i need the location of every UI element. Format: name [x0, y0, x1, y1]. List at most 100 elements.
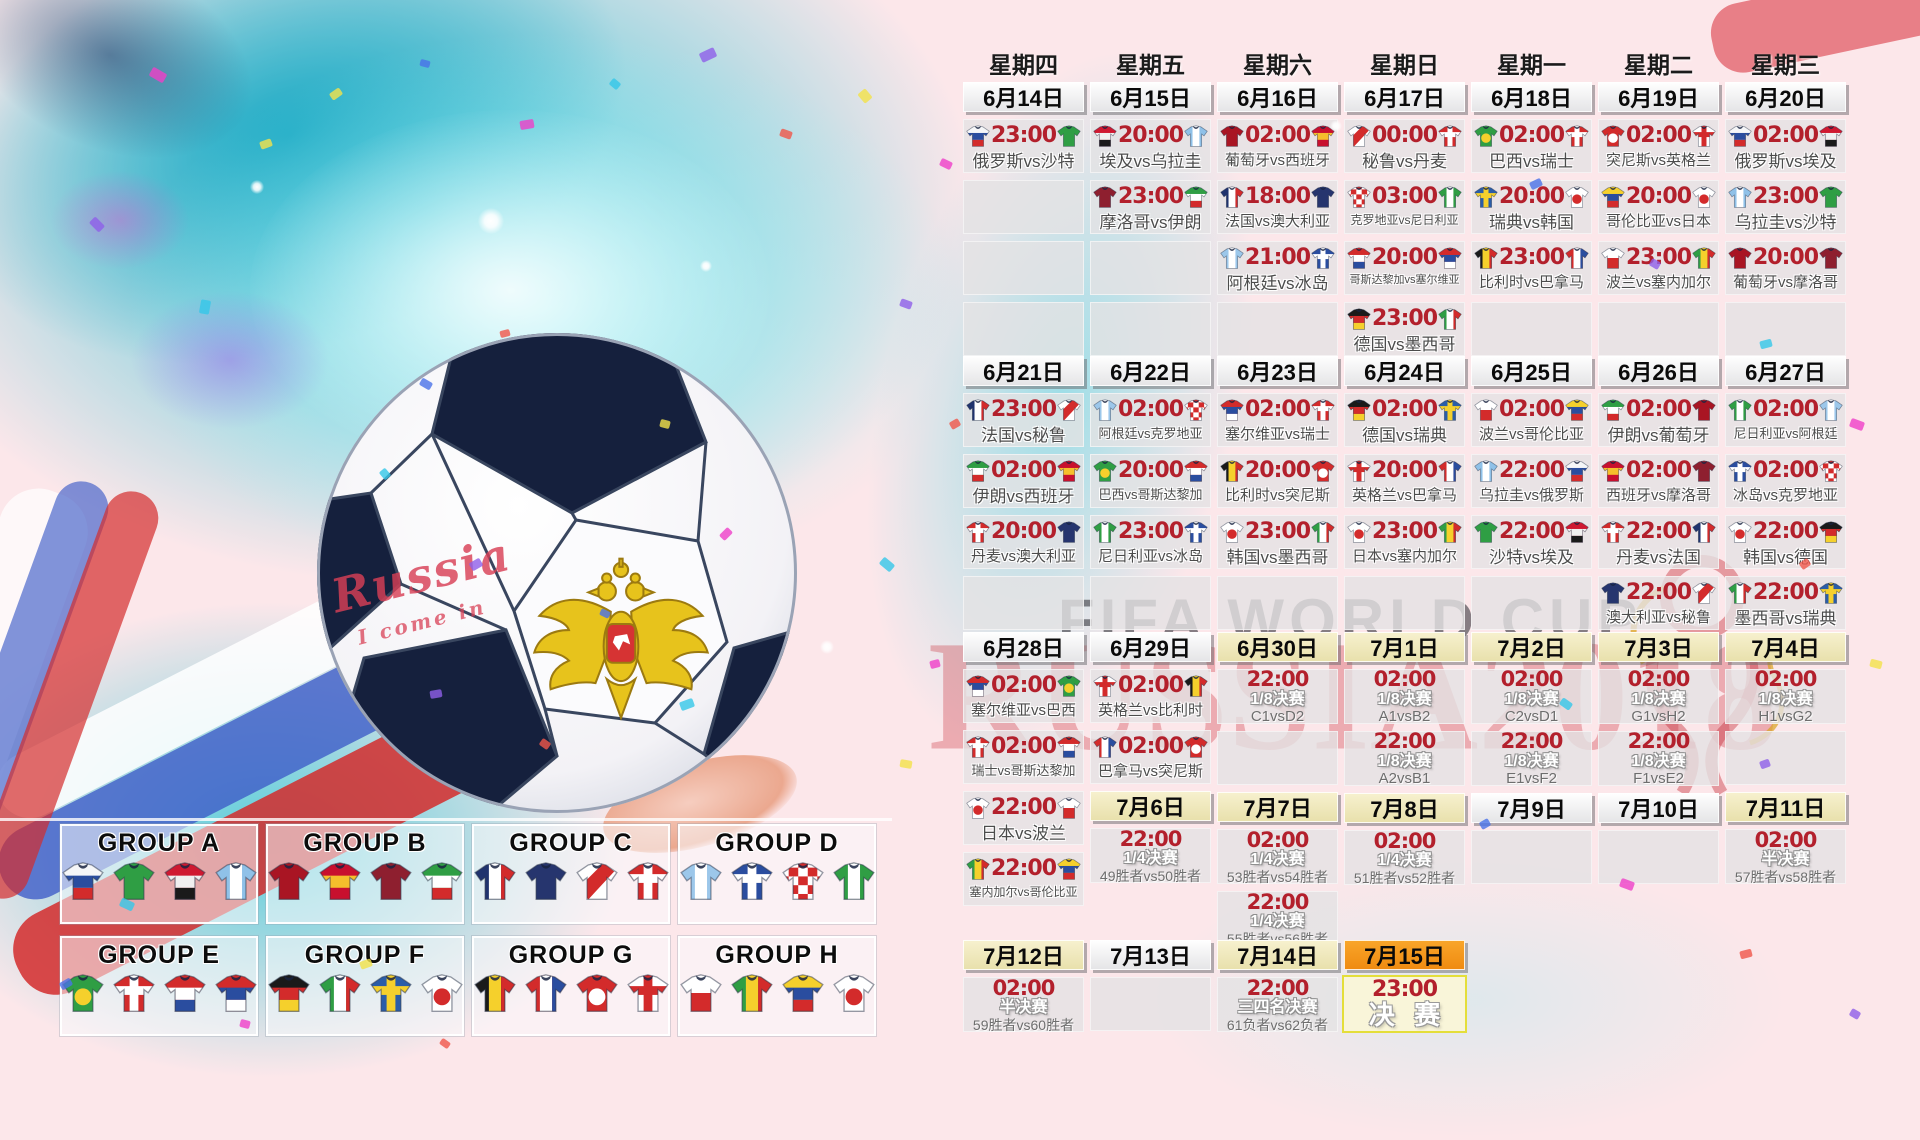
team-jersey-icon: [1692, 186, 1716, 208]
matchup-label: 51胜者vs52胜者: [1353, 869, 1456, 886]
group-box: GROUP B: [266, 824, 464, 924]
group-title: GROUP A: [97, 829, 221, 857]
team-jersey-icon: [781, 974, 824, 1012]
match-row: 20:00: [1344, 241, 1465, 273]
match-cell: 00:00 秘鲁vs丹麦: [1344, 119, 1465, 173]
matchup-label: 55胜者vs56胜者: [1226, 930, 1329, 947]
knockout-cell: 22:00 三四名决赛 61负者vs62负者: [1217, 976, 1338, 1033]
final-match-cell: 23:00 决 赛: [1344, 977, 1465, 1031]
confetti-piece: [1848, 1008, 1862, 1020]
team-jersey-icon: [473, 974, 516, 1012]
confetti-piece: [118, 897, 136, 912]
team-jersey-icon: [1474, 521, 1498, 543]
confetti-piece: [608, 77, 622, 91]
team-jersey-icon: [730, 862, 773, 900]
match-row: 20:00: [1725, 241, 1846, 273]
match-teams-label: 德国vs墨西哥: [1353, 335, 1456, 354]
team-jersey-icon: [1819, 399, 1843, 421]
match-cell: 20:00 丹麦vs澳大利亚: [963, 515, 1084, 569]
match-teams-label: 法国vs秘鲁: [981, 426, 1066, 445]
match-cell: 23:00 俄罗斯vs沙特: [963, 119, 1084, 173]
empty-cell: [1090, 241, 1211, 295]
team-jersey-icon: [1184, 399, 1208, 421]
match-row: 20:00: [1217, 454, 1338, 486]
team-jersey-icon: [1347, 521, 1371, 543]
match-row: 22:00: [1471, 454, 1592, 486]
team-jersey-icon: [163, 862, 206, 900]
match-cell: 02:00 巴西vs瑞士: [1471, 119, 1592, 173]
sparkle-glint: [700, 260, 712, 272]
match-teams-label: 乌拉圭vs沙特: [1734, 213, 1837, 232]
match-time: 23:00: [1371, 519, 1438, 544]
team-jersey-icon: [1692, 521, 1716, 543]
knockout-cell: 02:00 1/4决赛 51胜者vs52胜者: [1344, 829, 1465, 886]
match-cell: 02:00 冰岛vs克罗地亚: [1725, 454, 1846, 508]
confetti-piece: [328, 87, 344, 101]
team-jersey-icon: [524, 974, 567, 1012]
empty-cell: [963, 241, 1084, 295]
match-row: 02:00: [1725, 454, 1846, 486]
match-cell: 02:00 波兰vs哥伦比亚: [1471, 393, 1592, 447]
match-time: 02:00: [1625, 123, 1692, 148]
match-cell: 20:00 埃及vs乌拉圭: [1090, 119, 1211, 173]
group-box: GROUP H: [678, 936, 876, 1036]
team-jersey-icon: [1601, 460, 1625, 482]
team-jersey-icon: [1057, 521, 1081, 543]
group-jerseys: [678, 972, 877, 1014]
team-jersey-icon: [1220, 460, 1244, 482]
match-time: 22:00: [1625, 519, 1692, 544]
match-time: 21:00: [1244, 245, 1311, 270]
team-jersey-icon: [1347, 308, 1371, 330]
knockout-cell: 22:00 1/4决赛 55胜者vs56胜者: [1217, 890, 1338, 947]
flag-ribbon-blue-2: [0, 473, 116, 897]
match-time: 22:00: [1752, 519, 1819, 544]
team-jersey-icon: [1692, 399, 1716, 421]
team-jersey-icon: [781, 862, 824, 900]
match-cell: 22:00 沙特vs埃及: [1471, 515, 1592, 569]
team-jersey-icon: [1057, 797, 1081, 819]
sparkle-glint: [1330, 120, 1342, 132]
date-header: 6月27日: [1725, 356, 1846, 386]
weekday-label: 星期三: [1751, 52, 1820, 78]
team-jersey-icon: [1057, 125, 1081, 147]
match-cell: 20:00 英格兰vs巴拿马: [1344, 454, 1465, 508]
match-time: 20:00: [1117, 458, 1184, 483]
match-time: 02:00: [1752, 458, 1819, 483]
calendar-column: 6月20日 02:00 俄罗斯vs埃及 23:00 乌拉圭vs沙特 20:00 葡萄牙vs摩…: [1725, 82, 1846, 363]
match-cell: 02:00 尼日利亚vs阿根廷: [1725, 393, 1846, 447]
date-header: 6月24日: [1344, 356, 1465, 386]
final-label: 决 赛: [1368, 999, 1447, 1030]
match-teams-label: 韩国vs墨西哥: [1226, 548, 1329, 567]
group-box: GROUP E: [60, 936, 258, 1036]
match-time: 02:00: [992, 976, 1056, 1001]
match-teams-label: 丹麦vs澳大利亚: [970, 548, 1076, 565]
date-header: 7月12日: [963, 940, 1084, 970]
match-cell: 02:00 葡萄牙vs西班牙: [1217, 119, 1338, 173]
match-teams-label: 尼日利亚vs冰岛: [1097, 548, 1203, 565]
match-teams-label: 比利时vs巴拿马: [1478, 274, 1584, 291]
match-teams-label: 英格兰vs巴拿马: [1351, 487, 1457, 504]
groups-divider-line: [0, 818, 892, 821]
match-row: 22:00: [1725, 515, 1846, 547]
date-header: 7月6日: [1090, 791, 1211, 821]
match-time: 22:00: [1246, 890, 1310, 915]
team-jersey-icon: [1692, 460, 1716, 482]
match-cell: 22:00 塞内加尔vs哥伦比亚: [963, 852, 1084, 906]
match-time: 02:00: [1371, 397, 1438, 422]
match-teams-label: 德国vs瑞典: [1362, 426, 1447, 445]
calendar-column: 7月15日 23:00 决 赛: [1344, 940, 1465, 1038]
team-jersey-icon: [1438, 308, 1462, 330]
match-row: 02:00: [1598, 454, 1719, 486]
match-row: 23:00: [1217, 515, 1338, 547]
sparkle-glint: [820, 640, 834, 654]
team-jersey-icon: [730, 974, 773, 1012]
match-cell: 02:00 塞尔维亚vs瑞士: [1217, 393, 1338, 447]
empty-cell: [963, 302, 1084, 356]
match-time: 23:00: [1752, 184, 1819, 209]
team-jersey-icon: [1565, 521, 1589, 543]
match-row: 02:00: [1598, 119, 1719, 151]
match-time: 20:00: [1371, 245, 1438, 270]
team-jersey-icon: [1093, 186, 1117, 208]
group-jerseys: [472, 972, 671, 1014]
match-time: 23:00: [990, 123, 1057, 148]
